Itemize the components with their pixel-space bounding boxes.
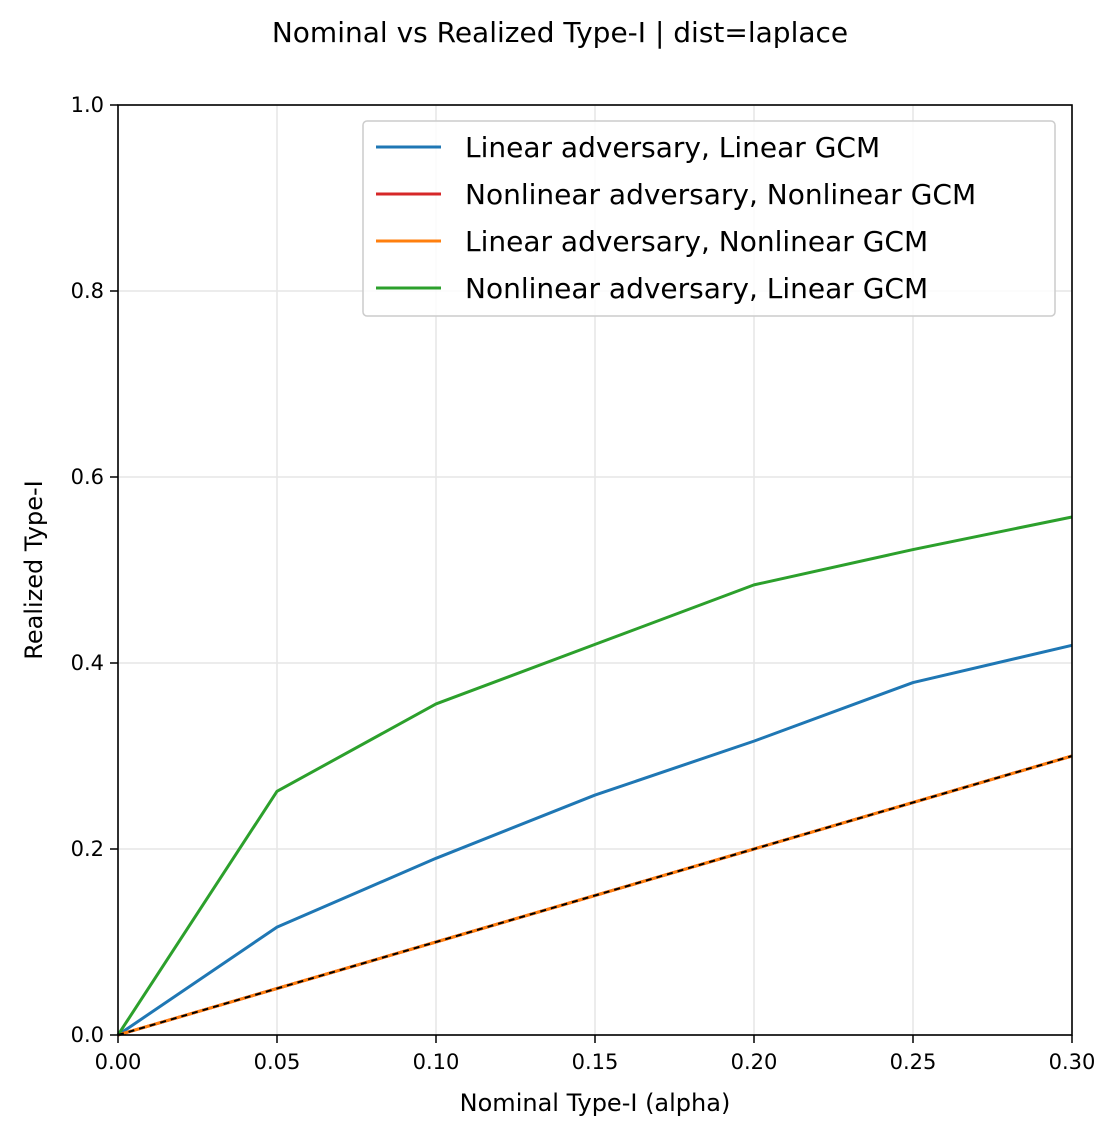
y-tick-label: 0.0 bbox=[71, 1023, 104, 1047]
y-tick-label: 0.4 bbox=[71, 651, 104, 675]
reference-diagonal-line bbox=[117, 755, 1073, 1036]
x-axis-ticks: 0.00 0.05 0.10 0.15 0.20 0.25 0.30 bbox=[95, 1035, 1096, 1074]
chart-title: Nominal vs Realized Type-I | dist=laplac… bbox=[272, 16, 848, 49]
x-tick-label: 0.30 bbox=[1049, 1050, 1096, 1074]
plot-lines bbox=[116, 515, 1073, 1037]
y-tick-label: 0.6 bbox=[71, 465, 104, 489]
legend: Linear adversary, Linear GCM Nonlinear ad… bbox=[362, 120, 1056, 317]
x-tick-label: 0.20 bbox=[731, 1050, 778, 1074]
y-tick-label: 1.0 bbox=[71, 93, 104, 117]
x-tick-label: 0.25 bbox=[890, 1050, 937, 1074]
x-tick-label: 0.00 bbox=[95, 1050, 142, 1074]
series-line-4 bbox=[116, 515, 1073, 1036]
y-axis-ticks: 0.0 0.2 0.4 0.6 0.8 1.0 bbox=[71, 93, 118, 1047]
x-tick-label: 0.15 bbox=[572, 1050, 619, 1074]
y-axis-label: Realized Type-I bbox=[20, 480, 48, 660]
legend-label: Nonlinear adversary, Nonlinear GCM bbox=[465, 178, 976, 211]
series-line-1 bbox=[117, 643, 1073, 1037]
legend-label: Linear adversary, Nonlinear GCM bbox=[465, 225, 928, 258]
x-axis-label: Nominal Type-I (alpha) bbox=[460, 1089, 731, 1117]
legend-label: Linear adversary, Linear GCM bbox=[465, 131, 880, 164]
legend-box bbox=[362, 120, 1056, 317]
x-tick-label: 0.10 bbox=[413, 1050, 460, 1074]
legend-label: Nonlinear adversary, Linear GCM bbox=[465, 272, 928, 305]
y-tick-label: 0.2 bbox=[71, 837, 104, 861]
y-tick-label: 0.8 bbox=[71, 279, 104, 303]
x-tick-label: 0.05 bbox=[254, 1050, 301, 1074]
